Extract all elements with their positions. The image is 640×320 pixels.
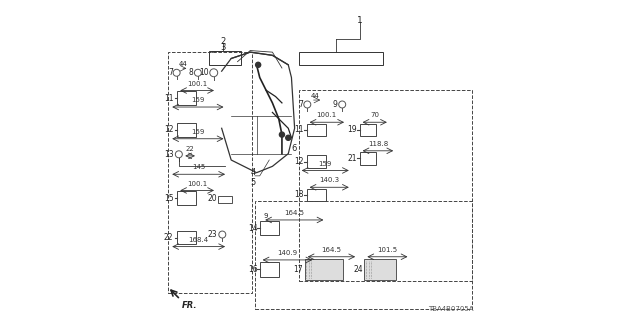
Bar: [307, 188, 326, 201]
Text: 12: 12: [164, 125, 173, 134]
Bar: [177, 123, 196, 137]
Bar: [177, 231, 196, 244]
Text: 3: 3: [221, 43, 226, 52]
Text: 159: 159: [191, 129, 205, 135]
Text: 159: 159: [191, 97, 205, 103]
Text: 164.5: 164.5: [284, 210, 304, 216]
Bar: [177, 92, 196, 105]
Text: 118.8: 118.8: [368, 141, 388, 147]
Circle shape: [280, 132, 284, 137]
Text: 11: 11: [164, 94, 173, 103]
Text: 8: 8: [188, 68, 193, 77]
Text: 7: 7: [168, 68, 173, 77]
Text: 100.1: 100.1: [187, 181, 207, 187]
Text: 1: 1: [356, 16, 362, 25]
Text: 145: 145: [192, 164, 205, 171]
Text: 24: 24: [353, 265, 363, 274]
Bar: [255, 201, 472, 309]
Text: 4: 4: [250, 168, 256, 177]
Bar: [260, 221, 279, 235]
Text: 140.9: 140.9: [277, 250, 298, 256]
Bar: [307, 155, 326, 168]
Text: 13: 13: [164, 150, 173, 159]
Text: 15: 15: [164, 194, 173, 203]
Circle shape: [255, 62, 260, 68]
Text: 20: 20: [207, 194, 217, 203]
Text: 9: 9: [263, 213, 268, 219]
Bar: [218, 196, 232, 203]
Bar: [177, 191, 196, 205]
Text: 6: 6: [291, 144, 297, 153]
Text: 140.3: 140.3: [319, 178, 339, 183]
Bar: [260, 262, 279, 276]
Bar: [168, 52, 252, 293]
Text: 70: 70: [370, 112, 380, 118]
Bar: [305, 259, 343, 280]
Circle shape: [285, 135, 291, 140]
Text: 22: 22: [164, 233, 173, 242]
Bar: [300, 52, 383, 65]
Text: 100.1: 100.1: [317, 112, 337, 118]
Text: 100.1: 100.1: [187, 81, 207, 87]
Text: 21: 21: [348, 154, 357, 163]
Text: 12: 12: [294, 157, 303, 166]
Text: 5: 5: [250, 178, 256, 187]
Bar: [360, 152, 376, 165]
Text: 159: 159: [319, 161, 332, 167]
Text: 2: 2: [221, 36, 226, 45]
Text: 164.5: 164.5: [321, 247, 341, 253]
Text: 14: 14: [248, 224, 258, 233]
Text: 11: 11: [294, 125, 303, 134]
Text: 23: 23: [207, 230, 217, 239]
Bar: [300, 90, 472, 281]
Text: 44: 44: [311, 93, 319, 99]
Text: 16: 16: [248, 265, 258, 274]
Text: 18: 18: [294, 190, 303, 199]
Text: 7: 7: [299, 100, 303, 109]
Text: 22: 22: [186, 146, 195, 152]
Text: 10: 10: [198, 68, 209, 77]
Bar: [364, 259, 396, 280]
Text: 17: 17: [294, 265, 303, 274]
Text: TBA4B0705A: TBA4B0705A: [428, 306, 474, 312]
Bar: [307, 124, 326, 136]
Text: 9: 9: [333, 100, 337, 109]
Text: 168.4: 168.4: [189, 237, 209, 243]
Text: 44: 44: [179, 61, 188, 67]
Text: 101.5: 101.5: [378, 247, 397, 253]
Text: FR.: FR.: [182, 300, 198, 309]
Bar: [209, 51, 241, 65]
Text: 19: 19: [348, 125, 357, 134]
Bar: [360, 124, 376, 136]
